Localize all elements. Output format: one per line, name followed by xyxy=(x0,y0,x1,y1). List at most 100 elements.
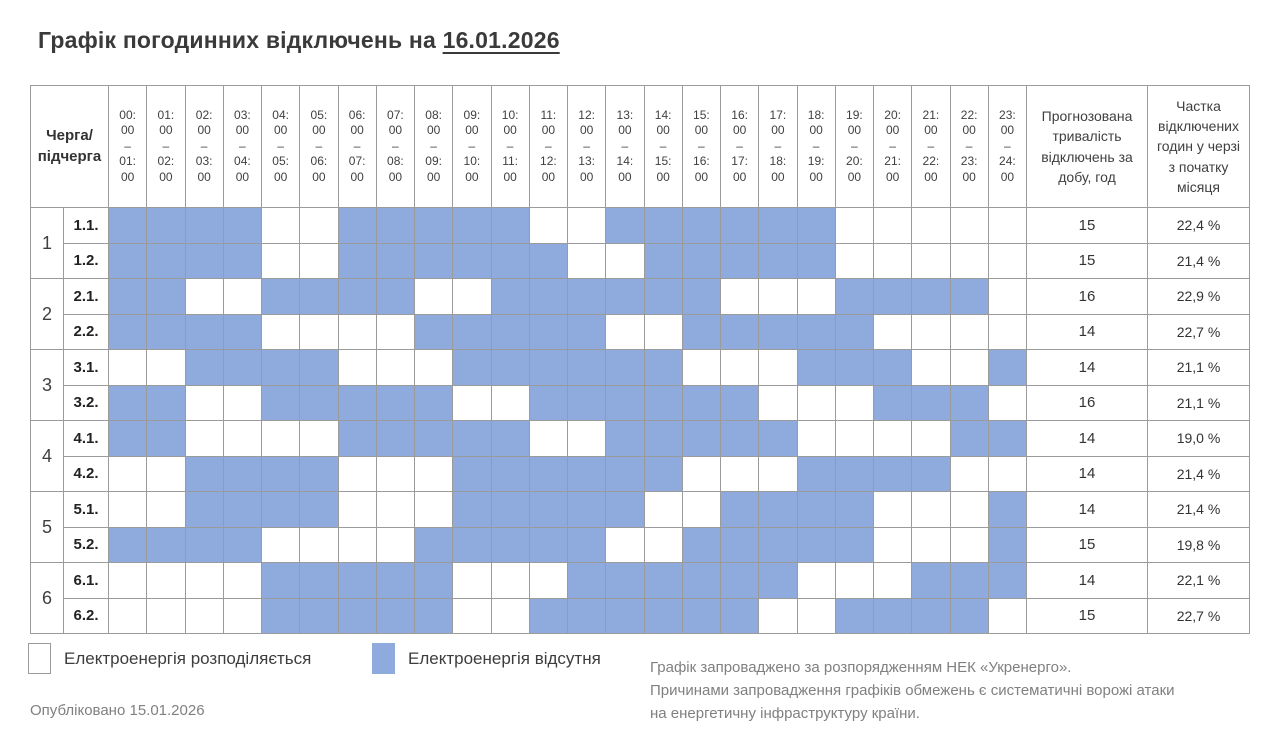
outage-cell xyxy=(528,242,569,279)
supply-cell xyxy=(872,491,913,528)
supply-cell xyxy=(260,526,301,563)
supply-cell xyxy=(337,349,377,386)
outage-cell xyxy=(260,562,301,599)
supply-cell xyxy=(184,420,224,457)
outage-cell xyxy=(337,384,377,421)
duration-cell: 15 xyxy=(1026,242,1148,279)
outage-cell xyxy=(260,349,301,386)
duration-column-header: Прогнозована тривалість відключень за до… xyxy=(1026,85,1148,208)
queue-number-cell: 5 xyxy=(30,491,64,563)
supply-cell xyxy=(911,420,951,457)
outage-cell xyxy=(605,420,645,457)
subqueue-label-cell: 2.2. xyxy=(63,313,109,350)
schedule-row: 2 2.1. 16 22,9 % xyxy=(30,278,1250,350)
supply-cell xyxy=(107,562,148,599)
outage-cell xyxy=(681,597,722,634)
supply-cell xyxy=(260,420,301,457)
outage-cell xyxy=(490,207,530,244)
outage-cell xyxy=(605,562,645,599)
queue-number-cell: 3 xyxy=(30,349,64,421)
corner-header: Черга/підчерга xyxy=(30,85,109,208)
subqueue-label-cell: 4.1. xyxy=(63,420,109,457)
supply-cell xyxy=(490,384,530,421)
outage-cell xyxy=(299,349,339,386)
outage-cell xyxy=(643,384,683,421)
outage-cell xyxy=(758,313,798,350)
supply-cell xyxy=(184,597,224,634)
supply-cell xyxy=(566,420,607,457)
outage-cell xyxy=(719,597,760,634)
supply-cell xyxy=(681,349,722,386)
supply-cell xyxy=(796,384,836,421)
outage-cell xyxy=(375,420,416,457)
outage-cell xyxy=(796,491,836,528)
outage-cell xyxy=(872,597,913,634)
supply-cell xyxy=(911,313,951,350)
outage-cell xyxy=(413,242,454,279)
duration-cell: 15 xyxy=(1026,526,1148,563)
supply-cell xyxy=(834,384,875,421)
outage-cell xyxy=(184,242,224,279)
outage-cell xyxy=(834,349,875,386)
legend-swatch-outage xyxy=(372,643,395,674)
outage-cell xyxy=(107,207,148,244)
outage-cell xyxy=(911,384,951,421)
legend-item-supply: Електроенергія розподіляється xyxy=(28,643,311,674)
outage-cell xyxy=(452,455,492,492)
queue-number-cell: 4 xyxy=(30,420,64,492)
subqueue-label-cell: 5.1. xyxy=(63,491,109,528)
subqueue-label-cell: 5.2. xyxy=(63,526,109,563)
duration-cell: 16 xyxy=(1026,278,1148,315)
outage-cell xyxy=(260,455,301,492)
outage-cell xyxy=(490,278,530,315)
outage-cell xyxy=(528,384,569,421)
supply-cell xyxy=(222,420,263,457)
outage-cell xyxy=(796,526,836,563)
supply-cell xyxy=(337,313,377,350)
supply-cell xyxy=(949,526,989,563)
note-line: Графік запроваджено за розпорядженням НЕ… xyxy=(650,659,1072,676)
outage-cell xyxy=(337,242,377,279)
supply-cell xyxy=(222,562,263,599)
supply-cell xyxy=(337,526,377,563)
outage-cell xyxy=(184,526,224,563)
supply-cell xyxy=(719,455,760,492)
supply-cell xyxy=(222,597,263,634)
outage-cell xyxy=(681,207,722,244)
outage-cell xyxy=(413,420,454,457)
outage-cell xyxy=(452,349,492,386)
supply-cell xyxy=(872,242,913,279)
subqueue-label-cell: 3.1. xyxy=(63,349,109,386)
outage-cell xyxy=(643,420,683,457)
supply-cell xyxy=(260,313,301,350)
supply-cell xyxy=(758,384,798,421)
outage-cell xyxy=(184,491,224,528)
outage-cell xyxy=(260,278,301,315)
note-text: Графік запроваджено за розпорядженням НЕ… xyxy=(650,656,1175,725)
outage-cell xyxy=(987,562,1028,599)
supply-cell xyxy=(911,491,951,528)
legend-label-supply: Електроенергія розподіляється xyxy=(64,648,312,668)
supply-cell xyxy=(184,562,224,599)
supply-cell xyxy=(987,384,1028,421)
outage-cell xyxy=(643,207,683,244)
supply-cell xyxy=(987,207,1028,244)
duration-cell: 14 xyxy=(1026,420,1148,457)
title-text: Графік погодинних відключень на xyxy=(38,27,443,53)
share-cell: 22,4 % xyxy=(1147,207,1250,244)
outage-cell xyxy=(107,420,148,457)
schedule-row: 6 6.1. 14 22,1 % xyxy=(30,562,1250,634)
outage-cell xyxy=(758,526,798,563)
outage-cell xyxy=(222,349,263,386)
share-cell: 19,8 % xyxy=(1147,526,1250,563)
supply-cell xyxy=(605,313,645,350)
outage-cell xyxy=(107,278,148,315)
published-date: Опубліковано 15.01.2026 xyxy=(30,702,205,719)
supply-cell xyxy=(452,597,492,634)
supply-cell xyxy=(337,455,377,492)
outage-cell xyxy=(375,278,416,315)
supply-cell xyxy=(987,242,1028,279)
supply-cell xyxy=(987,455,1028,492)
schedule-row: 1 1.1. 15 22,4 % xyxy=(30,207,1250,279)
